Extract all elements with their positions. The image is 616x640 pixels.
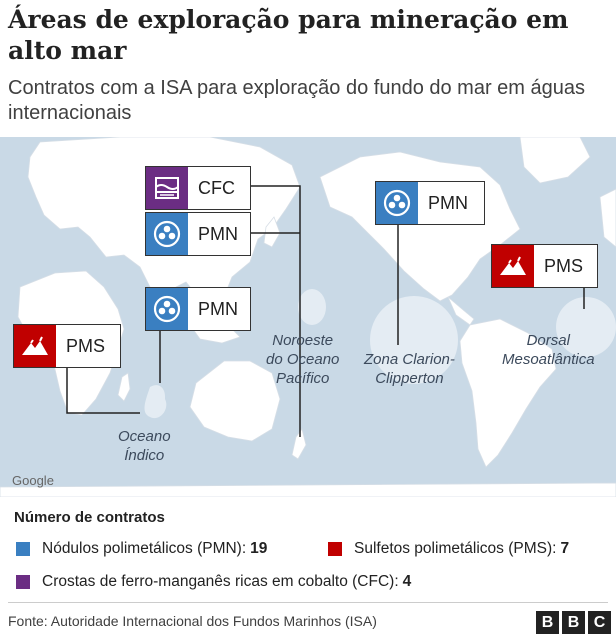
logo-letter: B xyxy=(536,611,559,634)
label-cfc: CFC xyxy=(145,166,251,210)
area-clarion-clipperton: Zona Clarion- Clipperton xyxy=(364,351,455,387)
map-basemap xyxy=(0,137,616,497)
polymetallic-nodule-icon xyxy=(146,213,188,255)
exploration-zones xyxy=(144,289,616,419)
legend-item-pmn: Nódulos polimetálicos (PMN): 19 xyxy=(16,540,267,558)
logo-letter: B xyxy=(562,611,585,634)
legend-swatch xyxy=(16,542,30,556)
area-indian-ocean: Oceano Índico xyxy=(118,428,171,464)
label-pmn-nw-pacific: PMN xyxy=(145,212,251,256)
label-code: PMS xyxy=(544,255,584,276)
land-new-zealand xyxy=(291,428,307,460)
google-watermark: Google xyxy=(12,473,54,488)
legend-count: 19 xyxy=(250,540,268,557)
label-pms-indian: PMS xyxy=(13,324,121,368)
leader-cfc xyxy=(250,185,301,437)
label-pmn-indian: PMN xyxy=(145,287,251,331)
chart-subtitle: Contratos com a ISA para exploração do f… xyxy=(8,77,586,124)
label-code: PMN xyxy=(198,223,238,244)
label-pmn-clarion: PMN xyxy=(375,181,485,225)
world-map: CFC PMN PMN xyxy=(0,137,616,497)
land-europe-edge xyxy=(599,188,616,248)
area-mid-atlantic: Dorsal Mesoatlântica xyxy=(502,332,595,368)
leader-lines xyxy=(66,185,585,437)
sulphide-mountain-icon xyxy=(14,325,56,367)
land-madagascar xyxy=(117,372,131,402)
zone-indian-ocean xyxy=(144,385,167,419)
source-note: Fonte: Autoridade Internacional dos Fund… xyxy=(8,613,377,629)
zone-nw-pacific xyxy=(298,289,326,325)
land-greenland xyxy=(519,137,591,184)
label-code: PMN xyxy=(428,192,468,213)
leader-pms-1 xyxy=(66,367,140,414)
legend-item-pms: Sulfetos polimetálicos (PMS): 7 xyxy=(328,540,569,558)
chart-title: Áreas de exploração para mineração em al… xyxy=(8,5,569,65)
legend-swatch xyxy=(328,542,342,556)
bbc-logo: B B C xyxy=(536,611,611,634)
zone-clarion-clipperton xyxy=(370,296,458,384)
legend-count: 4 xyxy=(402,573,412,590)
polymetallic-nodule-icon xyxy=(146,288,188,330)
footer-divider xyxy=(8,602,608,603)
legend-title: Número de contratos xyxy=(14,509,165,526)
label-pms-atlantic: PMS xyxy=(491,244,598,288)
land-japan xyxy=(263,216,281,248)
cobalt-crust-layers-icon xyxy=(146,167,188,209)
sulphide-mountain-icon xyxy=(492,245,534,287)
land-antarctica xyxy=(0,482,616,497)
land-north-america xyxy=(319,151,521,302)
logo-letter: C xyxy=(588,611,611,634)
label-code: CFC xyxy=(198,177,235,198)
land-central-america xyxy=(447,296,475,326)
land-south-america xyxy=(459,318,557,468)
label-code: PMS xyxy=(66,335,106,356)
label-code: PMN xyxy=(198,298,238,319)
area-nw-pacific: Noroeste do Oceano Pacífico xyxy=(266,332,340,387)
zone-mid-atlantic xyxy=(556,297,616,357)
legend-count: 7 xyxy=(560,540,570,557)
legend-label: Crostas de ferro-manganês ricas em cobal… xyxy=(42,573,399,590)
legend-label: Nódulos polimetálicos (PMN): xyxy=(42,540,247,557)
legend-label: Sulfetos polimetálicos (PMS): xyxy=(354,540,557,557)
land-australia xyxy=(189,360,281,442)
legend-swatch xyxy=(16,575,30,589)
polymetallic-nodule-icon xyxy=(376,182,418,224)
legend-item-cfc: Crostas de ferro-manganês ricas em cobal… xyxy=(16,573,411,591)
